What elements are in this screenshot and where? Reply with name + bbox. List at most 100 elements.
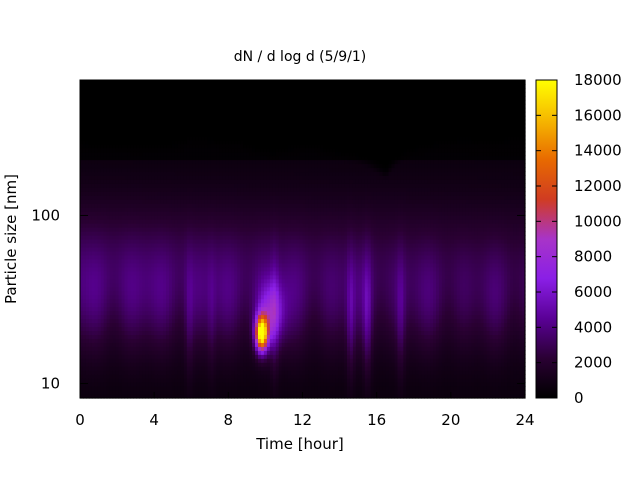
heatmap-cell (109, 330, 114, 335)
heatmap-cell (192, 107, 197, 113)
heatmap-cell (82, 362, 87, 367)
heatmap-cell (166, 346, 170, 351)
heatmap-cell (240, 362, 244, 367)
heatmap-cell (115, 231, 120, 236)
heatmap-cell (103, 242, 108, 248)
heatmap-cell (151, 282, 155, 288)
heatmap-cell (163, 207, 167, 212)
heatmap-cell (255, 342, 259, 347)
heatmap-cell (249, 258, 253, 264)
heatmap-cell (121, 326, 126, 332)
heatmap-cell (148, 290, 152, 296)
heatmap-cell (121, 362, 126, 367)
heatmap-cell (121, 227, 126, 232)
heatmap-cell (148, 163, 152, 169)
heatmap-cell (240, 246, 244, 252)
heatmap-cell (246, 155, 250, 161)
heatmap-cell (145, 215, 149, 220)
heatmap-cell (210, 386, 215, 391)
heatmap-cell (258, 159, 262, 165)
heatmap-cell (189, 191, 194, 196)
heatmap-cell (252, 390, 256, 395)
heatmap-cell (260, 143, 265, 149)
heatmap-cell (118, 123, 123, 129)
heatmap-cell (85, 223, 90, 228)
heatmap-cell (216, 354, 221, 359)
heatmap-cell (91, 131, 96, 137)
heatmap-cell (213, 306, 218, 312)
heatmap-cell (183, 231, 188, 236)
heatmap-cell (115, 211, 120, 216)
heatmap-cell (85, 370, 90, 375)
heatmap-cell (207, 378, 212, 383)
heatmap-cell (91, 278, 96, 284)
heatmap-cell (118, 155, 123, 161)
heatmap-cell (228, 231, 232, 236)
heatmap-cell (121, 342, 126, 347)
heatmap-cell (88, 155, 93, 161)
heatmap-cell (240, 91, 244, 97)
heatmap-cell (91, 370, 96, 375)
heatmap-cell (204, 274, 209, 280)
heatmap-cell (136, 370, 140, 375)
heatmap-cell (80, 87, 84, 93)
heatmap-cell (124, 330, 129, 335)
heatmap-cell (106, 95, 111, 101)
heatmap-cell (237, 203, 241, 208)
heatmap-cell (166, 195, 170, 200)
heatmap-cell (219, 298, 223, 304)
heatmap-cell (207, 215, 212, 220)
heatmap-cell (124, 155, 129, 161)
heatmap-cell (145, 286, 149, 292)
heatmap-cell (103, 318, 108, 324)
heatmap-cell (160, 322, 164, 328)
heatmap-cell (82, 330, 87, 335)
heatmap-cell (171, 302, 176, 308)
heatmap-cell (112, 115, 117, 121)
heatmap-cell (80, 394, 84, 399)
heatmap-cell (240, 127, 244, 133)
heatmap-cell (103, 358, 108, 363)
heatmap-cell (94, 131, 99, 137)
heatmap-cell (106, 175, 111, 180)
heatmap-cell (112, 171, 117, 176)
heatmap-cell (237, 394, 241, 399)
heatmap-cell (118, 318, 123, 324)
heatmap-cell (127, 354, 132, 359)
heatmap-cell (201, 366, 206, 371)
heatmap-cell (213, 175, 218, 180)
heatmap-cell (145, 346, 149, 351)
heatmap-cell (151, 318, 155, 324)
heatmap-cell (192, 326, 197, 332)
heatmap-cell (174, 235, 179, 240)
heatmap-cell (124, 239, 129, 244)
heatmap-cell (234, 179, 238, 184)
heatmap-cell (222, 135, 226, 141)
heatmap-cell (258, 207, 262, 212)
heatmap-cell (97, 179, 102, 184)
heatmap-cell (145, 254, 149, 260)
heatmap-cell (121, 115, 126, 121)
heatmap-cell (97, 270, 102, 276)
heatmap-cell (91, 127, 96, 133)
heatmap-cell (88, 231, 93, 236)
heatmap-cell (180, 187, 185, 192)
heatmap-cell (80, 382, 84, 387)
heatmap-cell (237, 366, 241, 371)
heatmap-cell (198, 127, 203, 133)
heatmap-cell (213, 239, 218, 244)
heatmap-cell (145, 231, 149, 236)
heatmap-cell (186, 282, 191, 288)
heatmap-cell (100, 354, 105, 359)
heatmap-cell (169, 155, 173, 161)
heatmap-cell (91, 394, 96, 399)
heatmap-cell (169, 298, 173, 304)
heatmap-cell (112, 330, 117, 335)
heatmap-cell (151, 390, 155, 395)
heatmap-cell (139, 326, 143, 332)
heatmap-cell (234, 175, 238, 180)
heatmap-cell (255, 390, 259, 395)
heatmap-cell (234, 330, 238, 335)
heatmap-cell (174, 394, 179, 399)
heatmap-cell (240, 358, 244, 363)
